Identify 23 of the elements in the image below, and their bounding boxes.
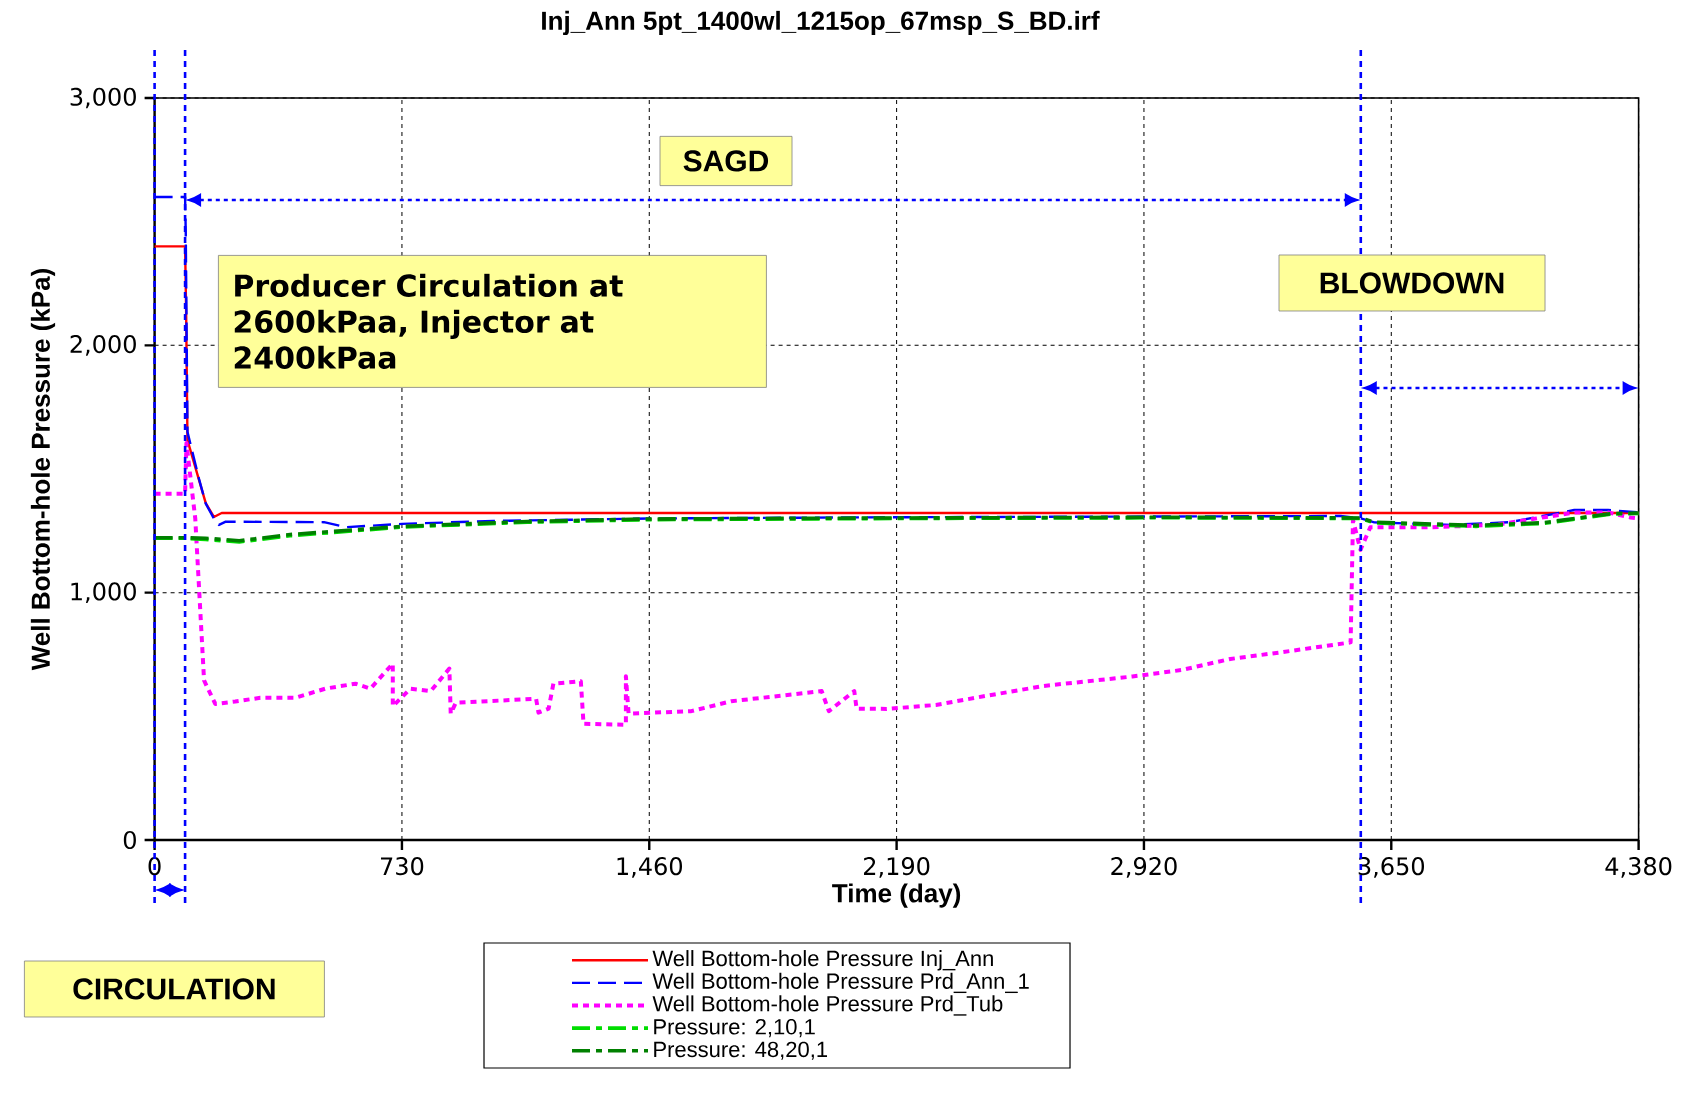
y-tick-label: 3,000 [70, 87, 136, 109]
x-tick-label: 0 [148, 857, 161, 876]
y-tick-label: 2,000 [70, 335, 136, 356]
x-tick-label: 2,920 [1111, 857, 1177, 878]
legend-label: Well Bottom-hole Pressure Prd_Tub [652, 995, 1003, 1016]
x-tick-label: 3,650 [1358, 857, 1425, 878]
legend-label: Well Bottom-hole Pressure Inj_Ann [652, 950, 993, 971]
chart-title: Inj_Ann 5pt_1400wl_1215op_67msp_S_BD.irf [542, 10, 1100, 36]
text: CIRCULATION [73, 978, 275, 1000]
y-tick-label: 1,000 [71, 582, 136, 603]
x-tick-label: 2,190 [864, 857, 930, 878]
annotation: SAGD [683, 150, 769, 172]
x-axis-title: Time (day) [832, 883, 961, 908]
legend-label: Pressure: 2,10,1 [654, 1019, 815, 1038]
legend-label: Well Bottom-hole Pressure Prd_Ann_1 [652, 972, 1029, 994]
y-axis-title: Well Bottom-hole Pressure (kPa) [30, 269, 56, 671]
y-tick-label: 0 [123, 830, 136, 850]
annotation: Producer Circulation at 2600kPaa, Injector at 2400kPaa [234, 273, 623, 370]
annotation: BLOWDOWN [1320, 272, 1504, 294]
x-tick-label: 4,380 [1605, 857, 1672, 878]
x-tick-label: 1,460 [617, 857, 683, 878]
x-tick-label: 730 [381, 857, 424, 876]
legend-label: Pressure: 48,20,1 [654, 1041, 828, 1060]
